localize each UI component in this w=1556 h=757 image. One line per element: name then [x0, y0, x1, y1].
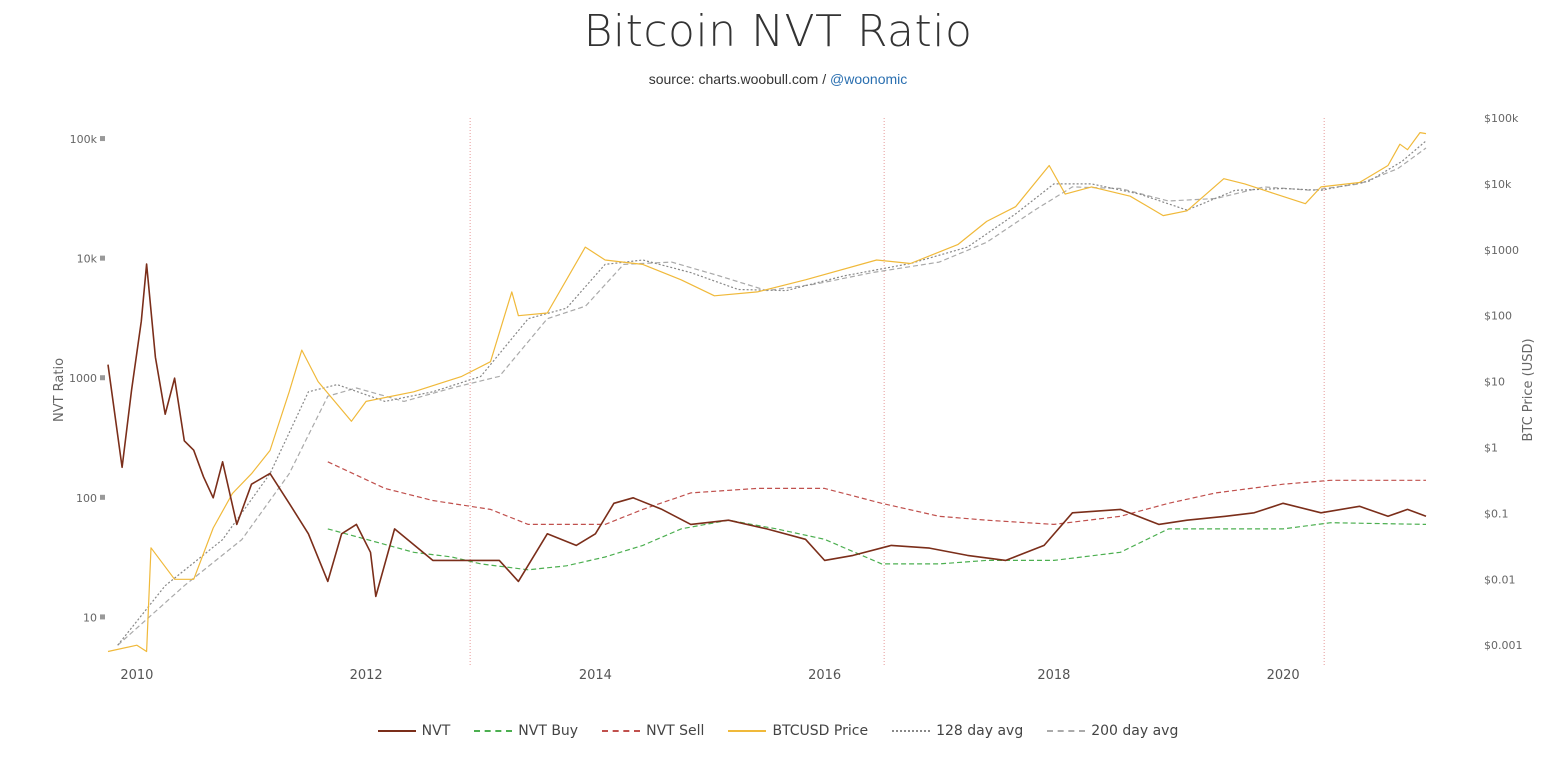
right-tick-label: $1000: [1484, 244, 1519, 257]
legend-swatch: [728, 730, 767, 732]
legend-label: BTCUSD Price: [772, 723, 869, 739]
source-handle-link[interactable]: @woonomic: [830, 71, 908, 87]
right-tick-label: $10k: [1484, 178, 1512, 191]
chart-subtitle: source: charts.woobull.com / @woonomic: [0, 71, 1556, 87]
legend-swatch: [474, 730, 513, 732]
legend-label: NVT Sell: [646, 723, 705, 739]
legend-label: 128 day avg: [936, 723, 1024, 739]
left-axis: 10 100 1000 10k 100k: [69, 133, 105, 624]
left-tick-mark: [100, 614, 105, 620]
left-tick-mark: [100, 494, 105, 500]
left-tick-label: 1000: [69, 372, 97, 385]
series-line-200-day-avg: [117, 147, 1427, 646]
right-tick-label: $100k: [1484, 112, 1519, 125]
series-lines: [107, 132, 1427, 653]
legend-item-200-day-avg[interactable]: 200 day avg: [1047, 723, 1178, 739]
chart-title: Bitcoin NVT Ratio: [583, 6, 973, 57]
series-line-128-day-avg: [117, 140, 1427, 646]
right-tick-label: $1: [1484, 441, 1498, 454]
series-line-nvt: [107, 263, 1427, 598]
right-tick-label: $10: [1484, 376, 1505, 389]
left-tick-label: 100k: [70, 133, 98, 146]
x-tick-label: 2014: [579, 668, 612, 683]
left-tick-label: 10: [83, 611, 97, 624]
left-tick-label: 100: [76, 492, 97, 505]
legend-label: NVT Buy: [518, 723, 579, 739]
source-text: source: charts.woobull.com /: [648, 71, 831, 87]
chart-legend: NVT NVT Buy NVT Sell BTCUSD Price 128 day av…: [0, 723, 1556, 739]
right-axis: $0.001 $0.01 $0.1 $1 $10 $100 $1000 $10k $100k: [1484, 112, 1523, 652]
left-tick-mark: [100, 375, 105, 381]
legend-item-nvt-buy[interactable]: NVT Buy: [474, 723, 578, 739]
right-tick-label: $100: [1484, 310, 1512, 323]
legend-item-nvt-sell[interactable]: NVT Sell: [602, 723, 704, 739]
right-tick-label: $0.1: [1484, 507, 1509, 520]
right-axis-title: BTC Price (USD): [1521, 338, 1536, 441]
legend-label: 200 day avg: [1091, 723, 1179, 739]
legend-swatch: [892, 730, 931, 732]
legend-swatch: [377, 730, 416, 732]
series-line-nvt-sell: [327, 461, 1426, 525]
x-axis: 2010 2012 2014 2016 2018 2020: [120, 668, 1299, 683]
legend-swatch: [1047, 730, 1086, 732]
right-tick-label: $0.001: [1484, 639, 1523, 652]
left-tick-label: 10k: [77, 253, 98, 266]
halving-lines: [469, 118, 1325, 665]
x-tick-label: 2012: [350, 668, 383, 683]
x-tick-label: 2016: [808, 668, 841, 683]
series-line-nvt-buy: [327, 519, 1427, 571]
legend-label: NVT: [421, 723, 451, 739]
left-tick-mark: [100, 136, 105, 142]
left-tick-mark: [100, 255, 105, 261]
x-tick-label: 2018: [1037, 668, 1070, 683]
legend-item-128-day-avg[interactable]: 128 day avg: [892, 723, 1023, 739]
right-tick-label: $0.01: [1484, 573, 1516, 586]
legend-item-nvt[interactable]: NVT: [377, 723, 451, 739]
x-tick-label: 2010: [120, 668, 153, 683]
legend-swatch: [602, 730, 641, 732]
left-axis-title: NVT Ratio: [52, 358, 67, 422]
series-line-btcusd-price: [107, 132, 1427, 653]
x-tick-label: 2020: [1267, 668, 1300, 683]
legend-item-btcusd-price[interactable]: BTCUSD Price: [728, 723, 868, 739]
